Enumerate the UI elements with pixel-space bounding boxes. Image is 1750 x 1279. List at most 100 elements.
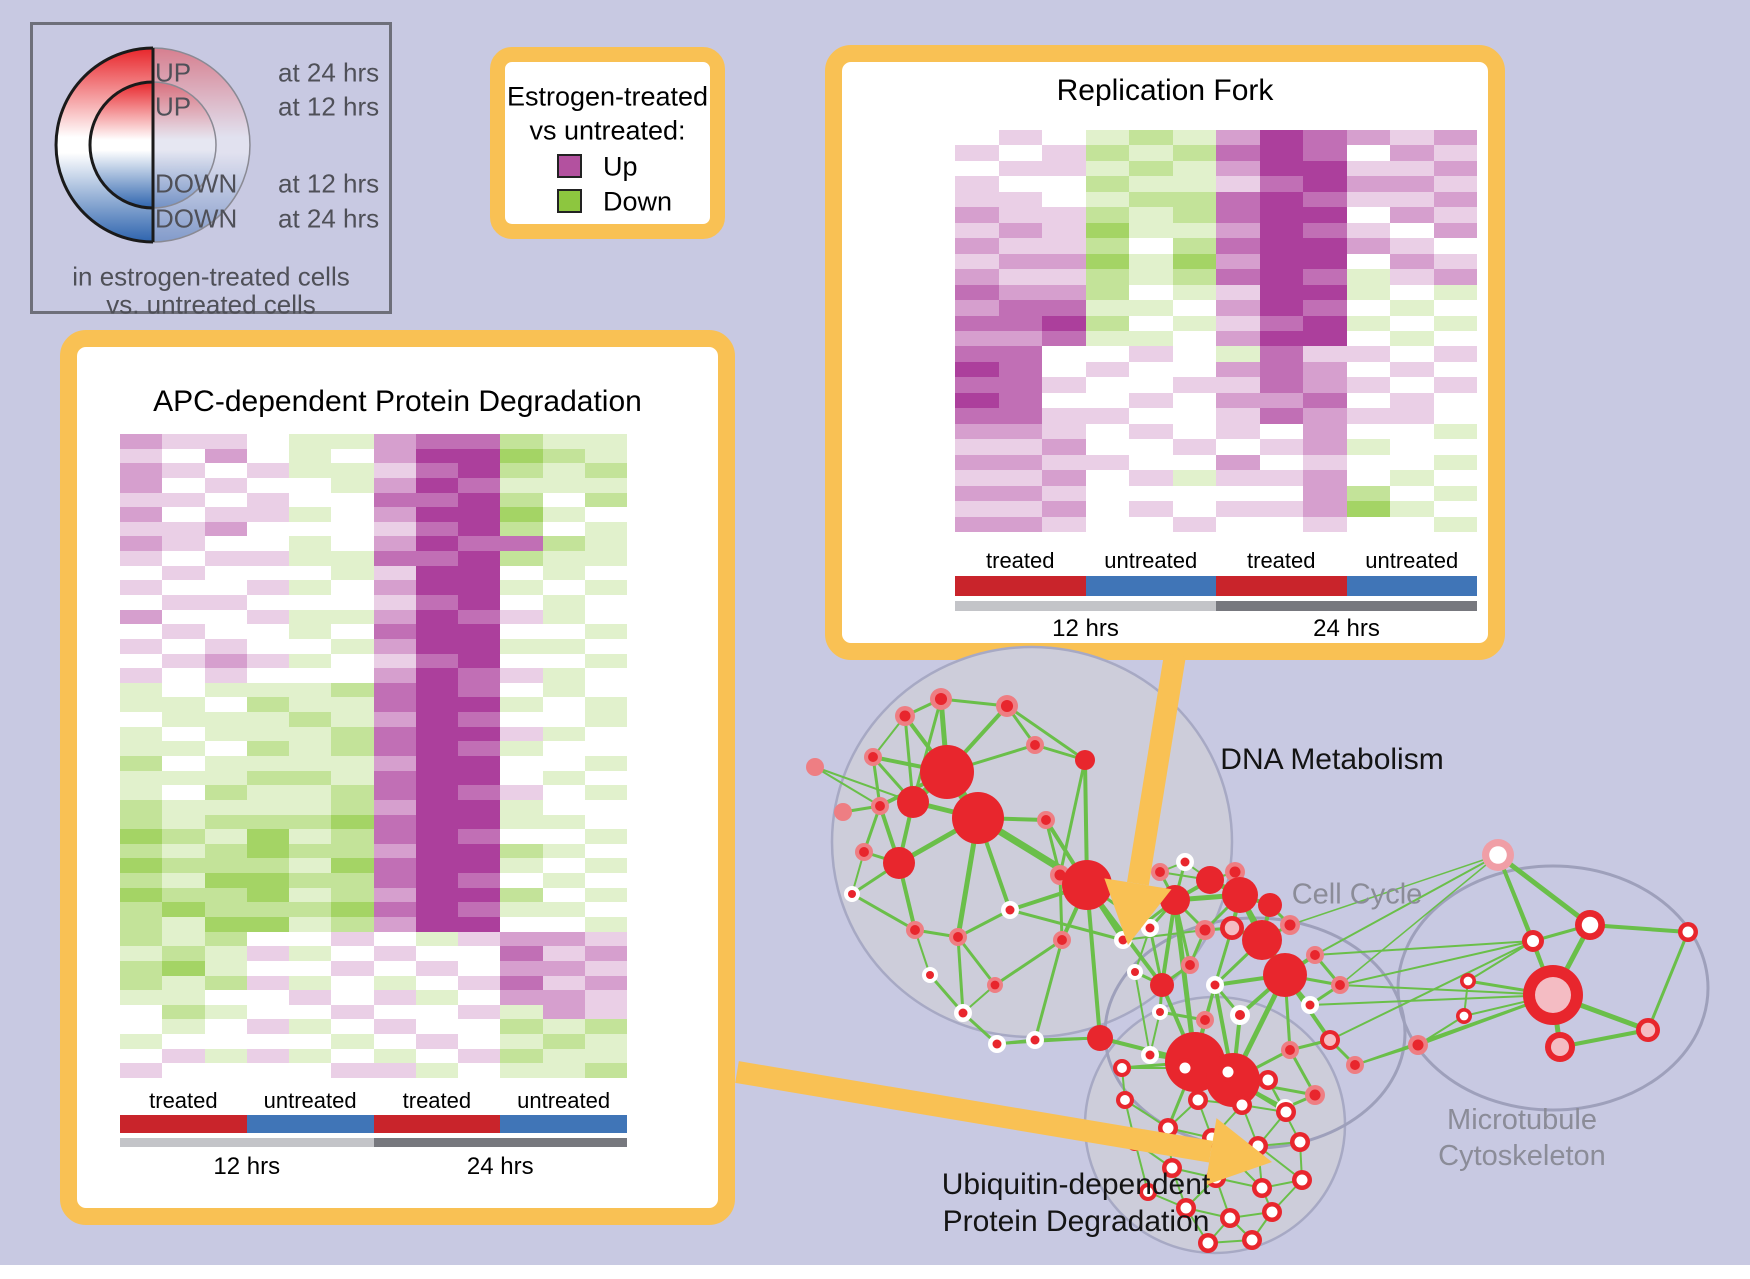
heatmap-cell (1259, 160, 1303, 177)
network-edge (1034, 743, 1086, 762)
heatmap-cell (1216, 361, 1260, 378)
gene-node-white-ring (988, 1035, 1006, 1053)
heatmap-cell (458, 697, 501, 713)
heatmap-cell (1216, 315, 1260, 331)
heatmap-cell (289, 843, 332, 859)
heatmap-cell (120, 887, 163, 903)
gene-node-salmon-ring (906, 921, 924, 939)
heatmap-cell (415, 960, 458, 976)
heatmap-cell (1042, 253, 1086, 270)
heatmap-cell (458, 609, 501, 625)
gene-node-red-ring (1636, 1018, 1660, 1042)
gene-node-red-ring (1523, 965, 1583, 1025)
network-edge (1204, 926, 1233, 932)
heatmap-cell (998, 238, 1042, 254)
heatmap-cell (1085, 485, 1129, 502)
heatmap-cell (246, 668, 289, 683)
heatmap-cell (500, 551, 543, 566)
heatmap-cell (1346, 269, 1390, 285)
network-edge (1134, 971, 1151, 1056)
gene-node-core (1210, 1172, 1222, 1184)
heatmap-cell (289, 1048, 332, 1064)
heatmap-cell (246, 990, 289, 1005)
heatmap-cell (1085, 315, 1129, 331)
network-edge (1467, 940, 1534, 982)
heatmap-cell (998, 330, 1042, 347)
heatmap-cell (584, 975, 627, 991)
heatmap-cell (1172, 377, 1216, 393)
heatmap-cell (1172, 516, 1216, 532)
network-edge (956, 936, 997, 986)
heatmap-cell (162, 463, 205, 478)
gene-node-salmon-ring (930, 688, 952, 710)
heatmap-cell (955, 253, 999, 270)
network-edge (1213, 984, 1235, 1081)
gene-node-salmon-ring (1225, 862, 1245, 882)
heatmap-cell (204, 1019, 247, 1035)
heatmap-cell (955, 439, 999, 455)
heatmap-cell (1085, 501, 1129, 517)
heatmap-cell (289, 609, 332, 625)
heatmap-cell (1172, 423, 1216, 440)
network-edge (1121, 1067, 1126, 1101)
heatmap-cell (584, 1034, 627, 1049)
heatmap-cell (204, 931, 247, 947)
gene-node-core (1005, 905, 1015, 915)
gene-node-salmon-ring (1050, 865, 1070, 885)
heatmap-cell (331, 756, 374, 771)
network-edge (1232, 1078, 1287, 1114)
heatmap-cell (584, 829, 627, 844)
gene-node-red (1206, 1053, 1260, 1107)
heatmap-cell (458, 521, 501, 537)
network-edge (1207, 1239, 1253, 1244)
heatmap-cell (120, 624, 163, 639)
heatmap-cell (1129, 284, 1173, 301)
heatmap-cell (162, 1063, 205, 1078)
network-edge (1552, 992, 1649, 1033)
heatmap-cell (373, 799, 416, 815)
network-edge (1257, 1145, 1263, 1189)
heatmap-cell (373, 902, 416, 917)
heatmap-cell (542, 668, 585, 683)
heatmap-cell (1129, 130, 1173, 146)
heatmap-cell (542, 1004, 585, 1020)
network-edge (1532, 923, 1591, 943)
heatmap-cell (1390, 191, 1434, 208)
heatmap-cell (289, 829, 332, 844)
heatmap-cell (1042, 176, 1086, 192)
heatmap-cell (584, 521, 627, 537)
heatmap-cell (542, 624, 585, 639)
heatmap-cell (162, 887, 205, 903)
gene-node-core (1252, 1140, 1264, 1152)
cluster-ellipse-dna-metabolism (830, 645, 1234, 1039)
heatmap-cell (1303, 454, 1347, 471)
heatmap-cell (204, 1004, 247, 1020)
heatmap-cell (542, 902, 585, 917)
gene-node-core (1179, 1062, 1191, 1074)
heatmap-cell (458, 858, 501, 874)
replication-fork-panel: Replication Fork treated untreated treated… (825, 45, 1505, 660)
heatmap-cell (1085, 191, 1129, 208)
heatmap-cell (458, 873, 501, 888)
heatmap-cell (1259, 284, 1303, 301)
heatmap-cell (1172, 501, 1216, 517)
heatmap-cell (1042, 330, 1086, 347)
heatmap-cell (246, 580, 289, 595)
network-edge (1354, 994, 1554, 1066)
heatmap-cell (1390, 408, 1434, 424)
heatmap-cell (1346, 315, 1390, 331)
heatmap-cell (1303, 516, 1347, 532)
heatmap-cell (162, 902, 205, 917)
heatmap-cell (373, 887, 416, 903)
heatmap-cell (373, 463, 416, 478)
network-edge (1267, 1079, 1287, 1113)
gene-node-salmon-ring (1181, 956, 1199, 974)
heatmap-cell (500, 682, 543, 698)
network-edge (1207, 1217, 1231, 1244)
network-edge (1232, 1078, 1316, 1097)
heatmap-cell (955, 222, 999, 239)
heatmap-cell (998, 501, 1042, 517)
gene-node-core (1266, 1206, 1278, 1218)
network-edge (1134, 1141, 1173, 1169)
heatmap-cell (331, 551, 374, 566)
